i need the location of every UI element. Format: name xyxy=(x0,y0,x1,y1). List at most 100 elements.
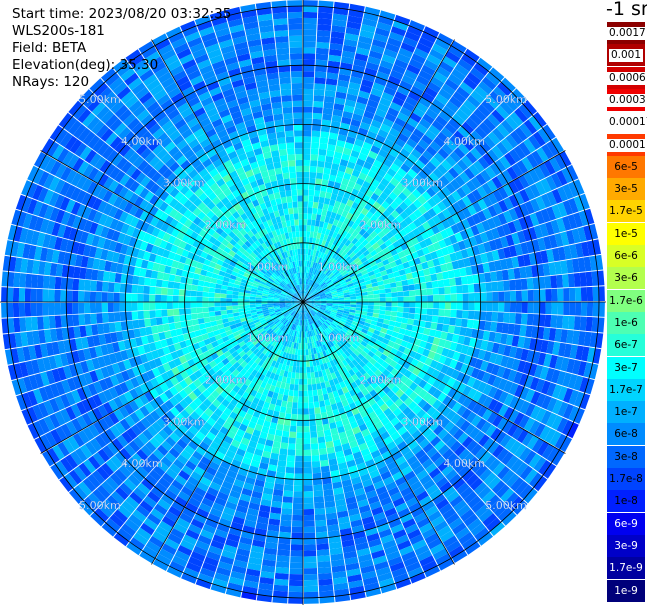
range-bin-cell xyxy=(313,306,320,310)
range-bin-cell xyxy=(352,280,360,286)
range-bin-cell xyxy=(306,278,310,285)
range-bin-cell xyxy=(382,502,395,512)
range-bin-cell xyxy=(434,440,446,452)
beta-heatmap xyxy=(1,0,605,604)
range-bin-cell xyxy=(398,460,410,471)
range-bin-cell xyxy=(493,401,504,414)
range-bin-cell xyxy=(367,256,375,264)
range-bin-cell xyxy=(574,302,582,316)
range-bin-cell xyxy=(500,236,509,248)
range-bin-cell xyxy=(327,392,335,400)
range-bin-cell xyxy=(310,160,318,167)
range-bin-cell xyxy=(315,347,320,354)
range-bin-cell xyxy=(485,71,501,86)
range-bin-cell xyxy=(563,245,572,260)
range-bin-cell xyxy=(546,447,560,463)
range-bin-cell xyxy=(400,256,408,264)
range-bin-cell xyxy=(313,496,325,503)
range-bin-cell xyxy=(430,435,442,447)
range-bin-cell xyxy=(467,388,478,400)
range-bin-cell xyxy=(307,305,313,310)
range-bin-cell xyxy=(311,213,317,221)
range-bin-cell xyxy=(415,75,430,87)
range-bin-cell xyxy=(364,263,372,270)
range-bin-cell xyxy=(303,106,313,113)
range-bin-cell xyxy=(577,257,586,273)
range-bin-cell xyxy=(450,285,457,294)
range-bin-cell xyxy=(473,482,488,496)
range-bin-cell xyxy=(305,248,309,255)
range-bin-cell xyxy=(528,168,540,184)
range-bin-cell xyxy=(315,59,328,67)
range-bin-cell xyxy=(425,281,433,289)
range-bin-cell xyxy=(332,365,338,373)
range-bin-cell xyxy=(313,100,324,108)
range-bin-cell xyxy=(566,329,574,344)
range-bin-cell xyxy=(321,274,327,280)
range-bin-cell xyxy=(424,86,438,99)
range-bin-cell xyxy=(362,380,371,389)
range-bin-cell xyxy=(348,207,356,215)
range-bin-cell xyxy=(114,272,122,283)
range-bin-cell xyxy=(283,490,294,498)
range-bin-cell xyxy=(319,272,324,278)
range-bin-cell xyxy=(303,550,317,557)
range-bin-cell xyxy=(422,442,434,454)
range-bin-cell xyxy=(509,279,516,291)
range-bin-cell xyxy=(347,219,355,228)
range-bin-cell xyxy=(311,130,321,138)
range-bin-cell xyxy=(407,193,418,203)
range-bin-cell xyxy=(255,297,262,300)
range-bin-cell xyxy=(487,386,498,399)
range-bin-cell xyxy=(428,329,437,337)
range-bin-cell xyxy=(303,485,313,492)
range-bin-cell xyxy=(377,182,387,192)
range-bin-cell xyxy=(358,172,368,181)
range-bin-cell xyxy=(316,287,323,292)
range-bin-cell xyxy=(428,420,440,432)
range-bin-cell xyxy=(364,136,375,145)
range-bin-cell xyxy=(264,481,275,490)
range-bin-cell xyxy=(174,321,182,330)
range-bin-cell xyxy=(409,296,416,302)
range-bin-cell xyxy=(388,320,396,327)
range-bin-cell xyxy=(313,490,324,498)
range-bin-cell xyxy=(439,417,451,429)
range-bin-cell xyxy=(291,372,296,379)
range-bin-cell xyxy=(319,376,325,384)
range-bin-cell xyxy=(309,171,317,179)
range-bin-cell xyxy=(304,290,307,297)
range-bin-cell xyxy=(348,314,355,319)
range-bin-cell xyxy=(357,275,364,281)
range-bin-cell xyxy=(334,200,341,208)
range-bin-cell xyxy=(365,283,373,289)
range-bin-cell xyxy=(12,302,20,318)
range-bin-cell xyxy=(514,443,527,458)
range-bin-cell xyxy=(360,24,376,34)
range-bin-cell xyxy=(278,454,287,461)
range-bin-cell xyxy=(320,131,330,139)
range-bin-cell xyxy=(481,372,491,384)
range-bin-cell xyxy=(303,408,309,415)
range-bin-cell xyxy=(324,288,331,293)
range-bin-cell xyxy=(416,469,429,481)
range-bin-cell xyxy=(303,455,312,462)
range-bin-cell xyxy=(355,101,367,111)
range-bin-cell xyxy=(319,294,326,298)
range-bin-cell xyxy=(303,248,306,255)
range-bin-cell xyxy=(312,323,317,330)
range-bin-cell xyxy=(574,391,585,408)
range-bin-cell xyxy=(439,481,453,494)
range-bin-cell xyxy=(402,406,412,417)
range-bin-cell xyxy=(318,310,325,314)
range-bin-cell xyxy=(305,290,308,297)
range-bin-cell xyxy=(522,99,538,115)
range-bin-cell xyxy=(391,302,398,307)
range-bin-cell xyxy=(411,507,425,518)
range-bin-cell xyxy=(432,204,442,215)
range-bin-cell xyxy=(477,405,488,418)
range-bin-cell xyxy=(332,260,339,267)
range-bin-cell xyxy=(332,319,339,325)
range-bin-cell xyxy=(327,318,333,323)
range-bin-cell xyxy=(355,260,363,267)
